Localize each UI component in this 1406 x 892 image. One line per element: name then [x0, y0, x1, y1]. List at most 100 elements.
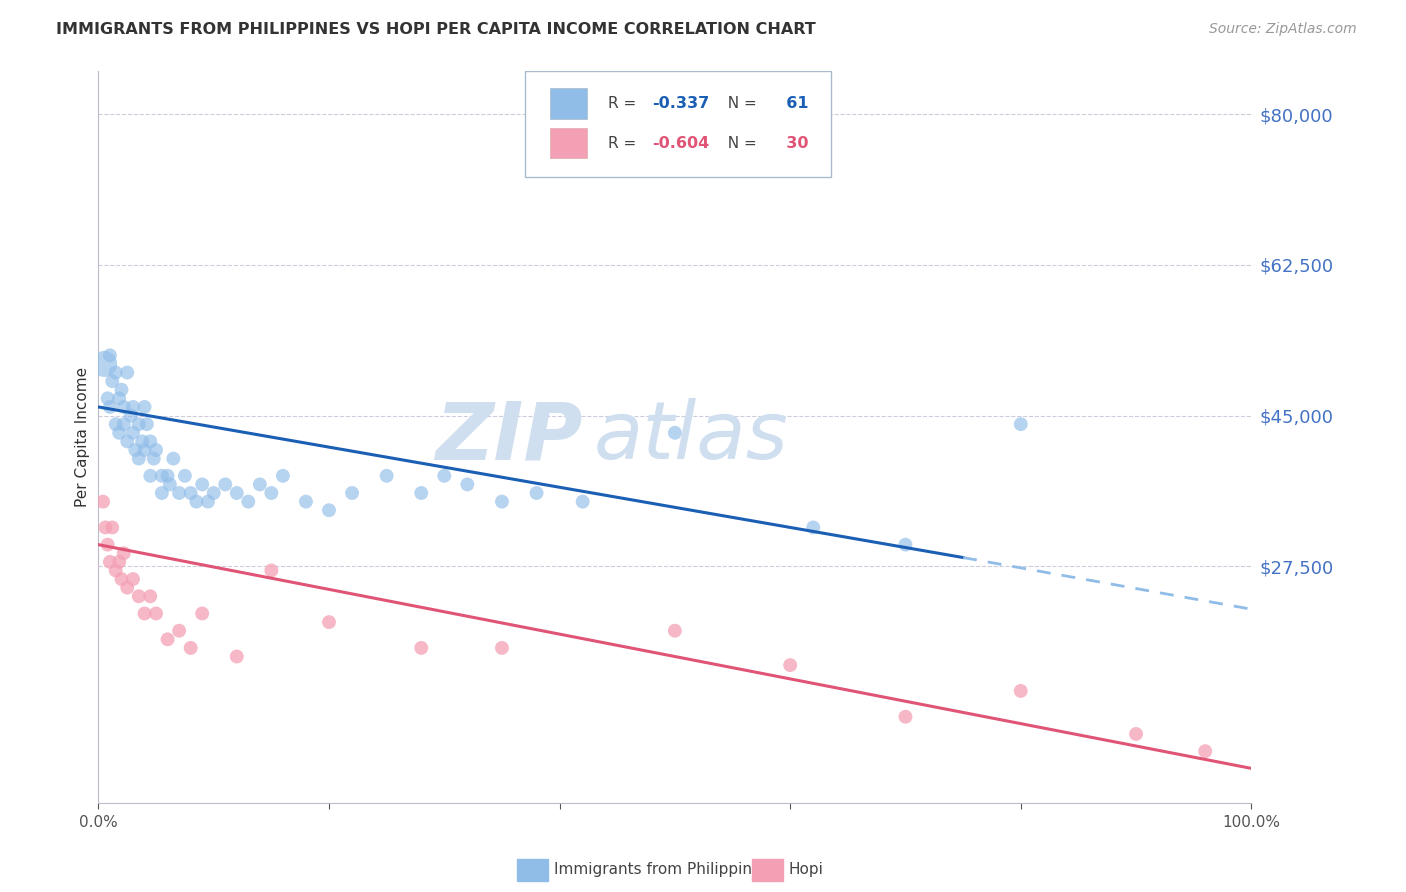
Point [124, 442, 146, 457]
Text: 61: 61 [775, 96, 808, 111]
Point [120, 409, 142, 423]
Point [894, 538, 917, 552]
Point [131, 434, 153, 449]
Point [180, 640, 202, 655]
Point [128, 451, 150, 466]
Point [197, 494, 219, 508]
Point [162, 451, 184, 466]
Point [139, 434, 162, 449]
Point [91, 494, 114, 508]
Point [641, 150, 664, 164]
Point [664, 425, 686, 440]
Point [411, 640, 433, 655]
Point [156, 632, 179, 647]
Point [340, 486, 363, 500]
Point [101, 374, 124, 388]
Text: N =: N = [717, 136, 761, 151]
Point [117, 434, 139, 449]
Point [186, 494, 208, 508]
FancyBboxPatch shape [524, 71, 831, 178]
Point [101, 520, 124, 534]
Point [1194, 744, 1216, 758]
Point [156, 468, 179, 483]
Point [1125, 727, 1147, 741]
Point [526, 486, 548, 500]
Point [571, 494, 593, 508]
Point [108, 555, 131, 569]
Point [318, 615, 340, 629]
Point [191, 477, 214, 491]
Text: ZIP: ZIP [436, 398, 582, 476]
Point [94, 520, 117, 534]
Point [110, 572, 132, 586]
Point [167, 624, 190, 638]
Point [104, 564, 127, 578]
Point [375, 468, 398, 483]
Point [249, 477, 271, 491]
Point [167, 486, 190, 500]
Point [894, 710, 917, 724]
Point [145, 442, 167, 457]
Y-axis label: Per Capita Income: Per Capita Income [75, 367, 90, 508]
Point [801, 520, 824, 534]
Point [491, 494, 513, 508]
Text: IMMIGRANTS FROM PHILIPPINES VS HOPI PER CAPITA INCOME CORRELATION CHART: IMMIGRANTS FROM PHILIPPINES VS HOPI PER … [56, 22, 815, 37]
Point [128, 417, 150, 432]
Point [1010, 684, 1032, 698]
Point [174, 468, 197, 483]
Point [122, 400, 145, 414]
Point [664, 624, 686, 638]
Point [134, 442, 156, 457]
Point [145, 607, 167, 621]
Point [295, 494, 318, 508]
Point [98, 555, 121, 569]
Point [271, 468, 294, 483]
Point [318, 503, 340, 517]
Point [108, 425, 131, 440]
Point [139, 468, 162, 483]
Text: -0.337: -0.337 [652, 96, 709, 111]
Point [491, 640, 513, 655]
Point [110, 383, 132, 397]
FancyBboxPatch shape [550, 88, 588, 119]
Point [112, 546, 135, 560]
Point [135, 417, 157, 432]
Point [139, 589, 162, 603]
Point [97, 392, 120, 406]
Point [128, 589, 150, 603]
Point [122, 572, 145, 586]
Point [97, 538, 120, 552]
Point [433, 468, 456, 483]
FancyBboxPatch shape [550, 128, 588, 159]
Point [214, 477, 236, 491]
Point [142, 451, 165, 466]
Text: 30: 30 [775, 136, 808, 151]
Point [411, 486, 433, 500]
Point [134, 400, 156, 414]
Text: R =: R = [607, 96, 641, 111]
Point [117, 581, 139, 595]
Point [93, 357, 115, 371]
Point [98, 348, 121, 362]
Text: N =: N = [717, 96, 761, 111]
Text: R =: R = [607, 136, 641, 151]
Point [104, 366, 127, 380]
Point [238, 494, 260, 508]
Point [191, 607, 214, 621]
Point [202, 486, 225, 500]
Text: Hopi: Hopi [789, 863, 824, 877]
Point [180, 486, 202, 500]
Point [1010, 417, 1032, 432]
Point [98, 400, 121, 414]
Point [117, 366, 139, 380]
Point [108, 392, 131, 406]
Point [150, 486, 173, 500]
Point [150, 468, 173, 483]
Point [225, 649, 247, 664]
Point [260, 486, 283, 500]
Text: atlas: atlas [595, 398, 789, 476]
Point [112, 400, 135, 414]
Point [104, 417, 127, 432]
Point [112, 417, 135, 432]
Point [225, 486, 247, 500]
